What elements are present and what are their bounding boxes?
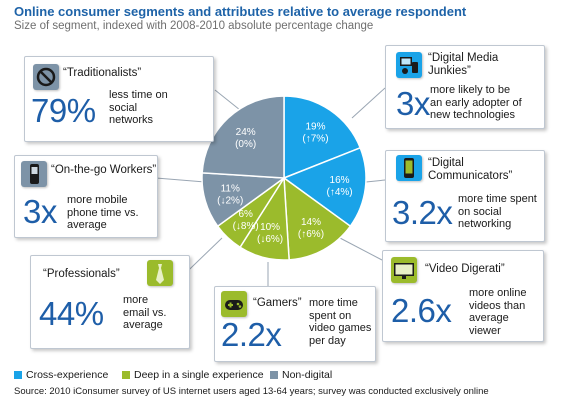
- connector-communicators: [365, 179, 386, 183]
- no-sign-icon: [33, 64, 59, 90]
- connector-traditionalists: [214, 89, 241, 111]
- segment-desc: less time on social networks: [109, 89, 168, 126]
- segment-stat: 2.2x: [221, 316, 282, 353]
- pie-slice-0: [283, 95, 362, 180]
- source-note: Source: 2010 iConsumer survey of US inte…: [14, 386, 489, 397]
- segment-name: “Video Digerati”: [425, 263, 505, 275]
- segment-name: “Digital Communicators”: [428, 157, 513, 182]
- legend-label-deep: Deep in a single experience: [134, 369, 264, 381]
- connector-digitalmedia: [351, 87, 386, 119]
- pie-label-change-6: (0%): [235, 139, 256, 150]
- legend-label-nondigital: Non-digital: [282, 369, 333, 381]
- segment-box-gamers: “Gamers” 2.2x more time spent on video g…: [214, 286, 376, 362]
- segment-desc: more email vs. average: [123, 294, 167, 331]
- pie-label-change-0: (↑7%): [302, 134, 328, 145]
- segment-stat: 3x: [396, 85, 430, 122]
- pie-label-value-1: 16%: [330, 175, 350, 186]
- segment-box-digitalmedia: “Digital Media Junkies” 3x more likely t…: [385, 45, 545, 129]
- legend-swatch-nondigital: [270, 371, 278, 379]
- segment-box-professionals: “Professionals” 44% more email vs. avera…: [30, 255, 190, 349]
- smartphone-icon: [396, 155, 422, 181]
- pie-label-value-0: 19%: [305, 122, 325, 133]
- pie-label-value-5: 11%: [221, 184, 240, 195]
- gamepad-icon: [221, 291, 247, 317]
- pie-label-change-2: (↑6%): [298, 229, 324, 240]
- connector-digerati: [339, 237, 383, 261]
- video-screen-icon: [391, 257, 417, 283]
- segment-stat: 3x: [23, 193, 57, 230]
- pie-label-value-3: 10%: [260, 222, 280, 233]
- pie-label-value-2: 14%: [301, 217, 321, 228]
- segment-name: “Digital Media Junkies”: [428, 52, 499, 77]
- segment-stat: 79%: [31, 92, 96, 129]
- chart-title: Online consumer segments and attributes …: [14, 4, 467, 19]
- pie-slice-6: [201, 95, 285, 179]
- pie-label-change-1: (↑4%): [326, 187, 352, 198]
- segment-desc: more online videos than average viewer: [469, 287, 527, 337]
- segment-name: “Professionals”: [43, 268, 120, 280]
- segment-stat: 44%: [39, 295, 104, 332]
- segment-box-digerati: “Video Digerati” 2.6x more online videos…: [382, 250, 544, 342]
- segment-name: “Gamers”: [253, 297, 302, 309]
- segment-box-traditionalists: “Traditionalists” 79% less time on socia…: [24, 56, 214, 142]
- segment-box-communicators: “Digital Communicators” 3.2x more time s…: [385, 150, 545, 242]
- media-devices-icon: [396, 52, 422, 78]
- segment-name: “On-the-go Workers”: [51, 164, 157, 176]
- legend-label-cross: Cross-experience: [26, 369, 109, 381]
- legend-swatch-deep: [122, 371, 130, 379]
- tie-icon: [147, 260, 173, 286]
- pie-slice-1: [282, 146, 367, 228]
- pie-label-change-5: (↓2%): [217, 196, 243, 207]
- pie-slice-2: [283, 176, 352, 261]
- pie-label-value-6: 24%: [236, 127, 256, 138]
- segment-desc: more likely to be an early adopter of ne…: [430, 84, 522, 121]
- segment-stat: 3.2x: [392, 194, 453, 231]
- segment-desc: more mobile phone time vs. average: [67, 194, 139, 231]
- pie-label-change-3: (↓6%): [257, 234, 283, 245]
- pie-label-change-4: (↓8%): [233, 221, 259, 232]
- connector-onthego: [155, 177, 206, 183]
- segment-desc: more time spent on social networking: [458, 193, 537, 230]
- mobile-phone-icon: [21, 161, 47, 187]
- chart-subtitle: Size of segment, indexed with 2008-2010 …: [14, 20, 374, 32]
- pie-label-value-4: 6%: [238, 209, 253, 220]
- segment-box-onthego: “On-the-go Workers” 3x more mobile phone…: [14, 155, 158, 238]
- segment-stat: 2.6x: [391, 292, 452, 329]
- segment-desc: more time spent on video games per day: [309, 297, 372, 347]
- legend-swatch-cross: [14, 371, 22, 379]
- segment-name: “Traditionalists”: [63, 67, 142, 79]
